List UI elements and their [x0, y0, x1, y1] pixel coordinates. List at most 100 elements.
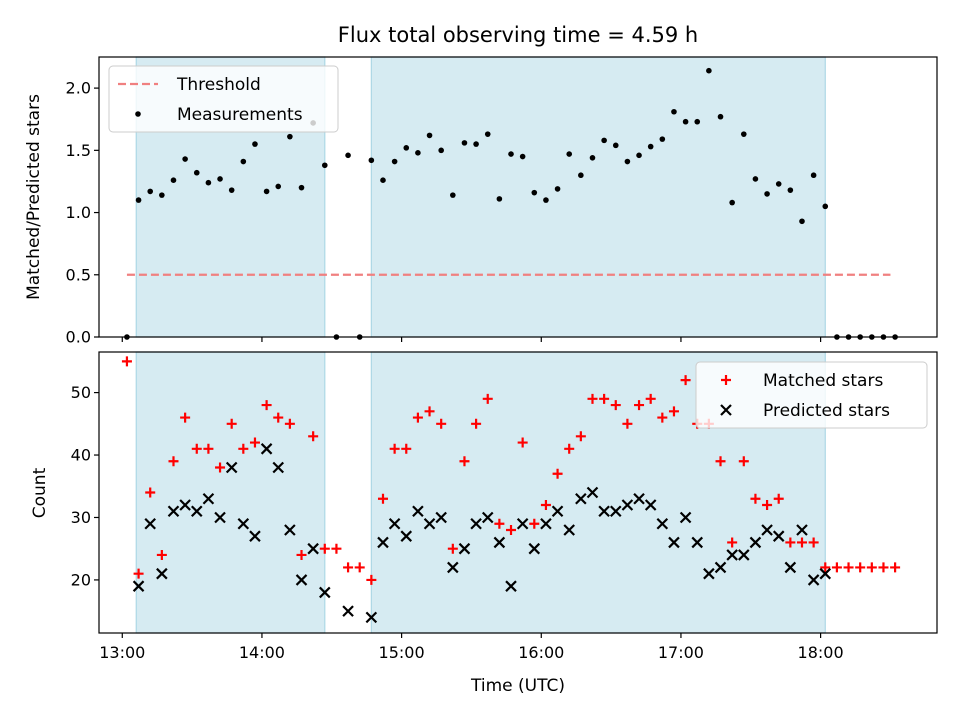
data-point — [717, 113, 724, 120]
data-point — [423, 517, 436, 530]
data-point — [601, 137, 607, 144]
x-tick-label: 15:00 — [379, 643, 425, 662]
data-point — [400, 530, 413, 542]
data-point — [182, 156, 188, 162]
data-point — [377, 493, 388, 504]
data-point — [668, 406, 679, 417]
data-point — [738, 456, 749, 467]
data-point — [263, 188, 270, 195]
x-tick-label: 14:00 — [239, 643, 285, 662]
data-point — [634, 400, 645, 411]
data-point — [752, 176, 759, 182]
legend-matched-label: Matched stars — [763, 371, 883, 391]
data-point — [342, 605, 354, 617]
data-point — [389, 443, 400, 454]
data-point — [575, 492, 587, 505]
data-point — [575, 431, 586, 442]
legend-threshold-label: Threshold — [176, 75, 261, 95]
data-point — [345, 152, 351, 159]
legend-matched-swatch — [721, 375, 731, 385]
data-point — [435, 511, 447, 524]
data-point — [822, 203, 829, 210]
data-point — [447, 561, 459, 574]
data-point — [610, 400, 621, 411]
top-panel: 0.0 0.5 1.0 1.5 2.0 Threshold Measurements — [66, 56, 938, 347]
data-point — [750, 493, 761, 504]
data-point — [237, 517, 250, 530]
data-point — [214, 511, 226, 524]
data-point — [622, 418, 633, 429]
data-point — [273, 412, 284, 423]
data-point — [831, 562, 842, 573]
data-point — [785, 537, 796, 548]
data-point — [656, 517, 669, 530]
data-point — [694, 118, 701, 125]
data-point — [749, 536, 762, 549]
legend-box — [695, 361, 928, 429]
observing-interval-1 — [135, 351, 326, 634]
data-point — [121, 356, 132, 367]
data-point — [481, 511, 494, 524]
data-point — [308, 431, 319, 442]
data-point — [775, 181, 782, 187]
bottom-panel: 20 30 40 50 13:00 14:00 15:00 16:00 17:00 18:00 Ma… — [71, 351, 938, 662]
data-point — [819, 567, 832, 580]
data-point — [890, 562, 901, 573]
data-point — [761, 524, 773, 536]
data-point — [203, 443, 214, 454]
data-point — [471, 418, 482, 429]
data-point — [682, 118, 689, 125]
legend: Threshold Measurements — [108, 65, 339, 133]
data-point — [621, 499, 634, 511]
data-point — [167, 505, 180, 518]
series-measurements — [124, 67, 898, 340]
data-point — [505, 580, 517, 592]
data-point — [261, 400, 272, 411]
data-point — [659, 136, 666, 142]
data-point — [727, 537, 738, 548]
data-point — [473, 141, 479, 147]
data-point — [820, 562, 831, 573]
data-point — [563, 524, 575, 536]
data-point — [135, 197, 142, 203]
data-point — [531, 189, 538, 196]
data-point — [170, 177, 177, 183]
legend-measurements-label: Measurements — [177, 105, 303, 125]
legend-predicted-swatch — [720, 404, 732, 416]
data-point — [540, 517, 552, 530]
data-point — [609, 505, 622, 518]
data-point — [543, 197, 549, 203]
data-point — [807, 574, 820, 586]
top-y-axis-label: Matched/Predicted stars — [24, 94, 44, 300]
series-predicted-stars — [132, 443, 832, 624]
data-point — [645, 393, 656, 404]
data-point — [438, 147, 444, 154]
data-point — [272, 461, 285, 474]
data-point — [482, 393, 493, 404]
data-point — [773, 493, 784, 504]
data-point — [566, 151, 573, 157]
data-point — [205, 179, 212, 186]
data-point — [714, 561, 727, 574]
data-point — [307, 542, 319, 555]
data-point — [508, 151, 514, 157]
data-point — [644, 499, 657, 511]
data-point — [447, 543, 458, 554]
data-point — [459, 456, 470, 467]
data-point — [671, 108, 677, 115]
legend-measurements-swatch — [135, 111, 141, 117]
data-point — [679, 511, 692, 524]
data-point — [589, 155, 596, 161]
data-point — [226, 418, 237, 429]
data-point — [193, 169, 200, 176]
data-point — [228, 187, 235, 193]
y-tick-label: 0.0 — [66, 328, 91, 347]
data-point — [636, 152, 642, 159]
data-point — [403, 145, 410, 151]
y-tick-label: 1.5 — [66, 141, 91, 160]
data-point — [412, 412, 423, 423]
data-point — [412, 505, 424, 518]
x-tick-label: 16:00 — [518, 643, 564, 662]
data-point — [703, 567, 715, 580]
data-point — [436, 418, 447, 429]
